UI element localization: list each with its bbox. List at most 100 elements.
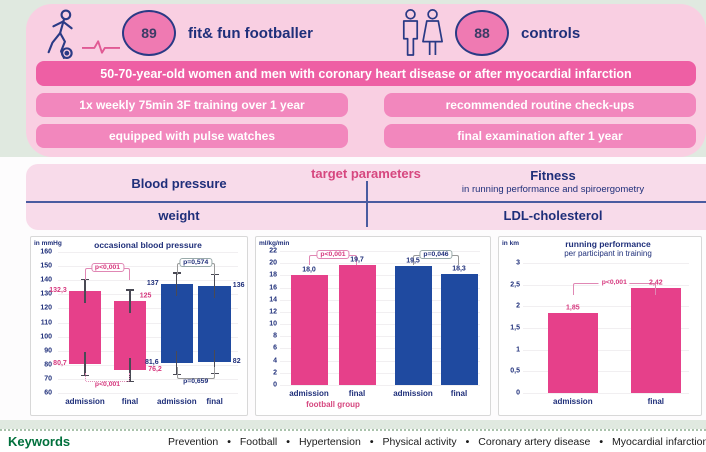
significance-bracket <box>85 372 130 382</box>
y-axis: 3 2,5 2 1,5 1 0,5 0 <box>501 260 522 397</box>
param-ldl: LDL-cholesterol <box>503 208 603 223</box>
y-tick: 130 <box>40 290 52 298</box>
vertical-divider <box>366 181 368 227</box>
y-tick: 2 <box>273 369 277 377</box>
control-group-label: controls <box>521 24 581 42</box>
gridline <box>280 311 480 313</box>
y-tick: 1,5 <box>510 324 520 332</box>
x-label: admission <box>157 397 197 406</box>
p-value-label: p<0,001 <box>90 262 125 272</box>
keyword-item: Coronary artery disease <box>478 435 591 448</box>
study-design-panel: 89 fit& fun footballer 88 controls 50-70… <box>26 4 706 157</box>
plot-area: 132,3 80,7 125 76,2 137 81,6 136 82 p<0,001 p=0,5… <box>49 252 244 394</box>
gridline <box>280 275 480 277</box>
param-fitness-label: Fitness <box>530 168 576 183</box>
y-axis-unit: in km <box>502 240 519 247</box>
keywords-label: Keywords <box>8 434 71 449</box>
gridline <box>58 252 238 253</box>
error-bar <box>129 358 131 383</box>
gridline <box>280 324 480 326</box>
footballer-group: 89 fit& fun footballer <box>34 6 333 60</box>
bp-bar <box>68 291 102 364</box>
chart-running-performance: in km running performance per participan… <box>498 236 702 416</box>
param-fitness: Fitness in running performance and spiro… <box>400 168 706 195</box>
y-tick: 8 <box>273 332 277 340</box>
p-value-label: p<0,001 <box>94 380 121 388</box>
value-label: 19,5 <box>406 257 420 265</box>
bullet-separator: • <box>465 435 470 448</box>
x-label: final <box>206 397 223 406</box>
intervention-banner: 1x weekly 75min 3F training over 1 year <box>36 93 348 117</box>
keywords-list: Prevention • Football • Hypertension • Physica… <box>168 436 706 448</box>
bar <box>440 273 478 385</box>
y-tick: 60 <box>44 389 52 397</box>
error-bar <box>214 273 216 298</box>
chart-blood-pressure: in mmHg occasional blood pressure 160 150… <box>30 236 248 416</box>
y-tick: 20 <box>269 259 277 267</box>
bar <box>630 288 681 393</box>
chart-title: occasional blood pressure <box>94 240 202 250</box>
bp-bar <box>160 284 193 363</box>
gridline <box>523 371 689 373</box>
banner-row-1: 1x weekly 75min 3F training over 1 year … <box>36 93 696 117</box>
p-value-label: p=0,046 <box>419 250 453 260</box>
group-label: football group <box>306 400 360 409</box>
keywords-bar: Keywords Prevention • Football • Hypertensio… <box>0 429 706 452</box>
gridline <box>280 348 480 350</box>
y-axis: 160 150 140 130 120 110 100 90 80 70 60 <box>33 249 54 397</box>
y-tick: 22 <box>269 247 277 255</box>
value-label: 125 <box>139 292 152 300</box>
gridline <box>58 336 238 338</box>
gridline <box>58 294 238 296</box>
gridline <box>58 393 238 394</box>
value-label: 80,7 <box>53 359 67 367</box>
value-label: 137 <box>146 280 159 288</box>
gridline <box>58 308 238 310</box>
x-label: admission <box>289 389 329 398</box>
error-bar-cap <box>210 372 219 375</box>
x-label: final <box>450 389 468 398</box>
gridline <box>280 251 480 252</box>
footballer-group-label: fit& fun footballer <box>188 24 313 42</box>
significance-bracket <box>176 366 215 379</box>
bar <box>338 265 376 385</box>
keyword-item: Football <box>239 435 278 448</box>
y-axis-unit: ml/kg/min <box>259 240 290 247</box>
gridline <box>280 360 480 362</box>
gridline <box>523 306 689 308</box>
y-tick: 0 <box>273 381 277 389</box>
x-label: admission <box>393 389 433 398</box>
gridline <box>523 393 689 394</box>
x-axis: admission final admission final football gro… <box>280 387 480 413</box>
y-tick: 2 <box>516 302 520 310</box>
error-bar <box>129 289 131 314</box>
value-label: 81,6 <box>144 358 159 366</box>
gridline <box>58 364 238 366</box>
value-label: 136 <box>232 281 245 289</box>
target-parameters-title: target parameters <box>311 166 421 181</box>
value-label: 19,7 <box>350 256 364 264</box>
y-tick: 18 <box>269 271 277 279</box>
value-label: 18,0 <box>302 266 316 274</box>
y-tick: 80 <box>44 361 52 369</box>
gridline <box>523 263 689 264</box>
gridline <box>280 336 480 338</box>
footballer-count: 89 <box>141 25 157 41</box>
y-tick: 6 <box>273 344 277 352</box>
y-axis: 22 20 18 16 14 12 10 8 6 4 2 0 <box>258 247 279 389</box>
p-value-label: p=0,659 <box>183 377 209 385</box>
footballer-count-badge: 89 <box>122 10 176 56</box>
plot-area: 1,85 2,42 p<0,001 <box>523 263 689 394</box>
x-label: admission <box>65 397 105 406</box>
chart-spiroergometry: ml/kg/min 22 20 18 16 14 12 10 8 6 4 2 0 18,0 19,7 19… <box>255 236 491 416</box>
param-blood-pressure: Blood pressure <box>131 176 227 191</box>
control-care-banner: recommended routine check-ups <box>384 93 696 117</box>
bullet-separator: • <box>227 435 231 448</box>
bullet-separator: • <box>599 435 604 448</box>
bar <box>394 266 432 385</box>
control-group: 88 controls <box>333 8 698 58</box>
error-bar <box>84 279 86 304</box>
gridline <box>523 328 689 329</box>
population-banner: 50-70-year-old women and men with corona… <box>36 61 696 86</box>
